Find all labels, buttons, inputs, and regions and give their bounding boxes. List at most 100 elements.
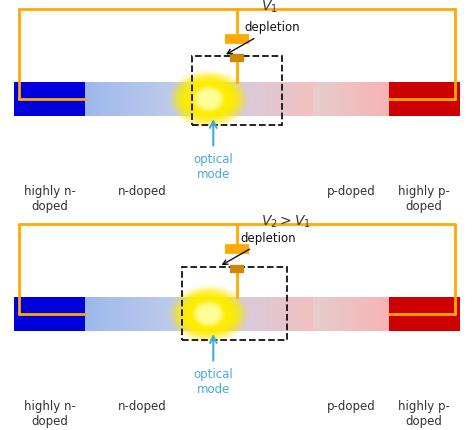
Bar [191, 297, 193, 331]
Bar [212, 297, 213, 331]
Bar [352, 297, 353, 331]
Bar [188, 297, 190, 331]
Bar [190, 82, 191, 116]
Ellipse shape [206, 311, 211, 316]
Bar [89, 82, 91, 116]
Bar [299, 82, 300, 116]
Bar [345, 297, 346, 331]
Bar [255, 82, 256, 116]
Bar [85, 297, 87, 331]
Bar [273, 82, 274, 116]
Text: highly p-
doped: highly p- doped [398, 185, 450, 213]
Bar [142, 82, 144, 116]
Bar [315, 82, 317, 116]
Bar [333, 82, 334, 116]
Ellipse shape [172, 287, 246, 341]
Bar [272, 297, 273, 331]
Ellipse shape [173, 289, 244, 339]
Bar [242, 297, 243, 331]
Bar [242, 82, 243, 116]
Bar [353, 82, 355, 116]
Bar [97, 82, 99, 116]
Bar [324, 82, 326, 116]
Bar [104, 82, 106, 116]
Ellipse shape [179, 77, 238, 120]
Ellipse shape [205, 95, 212, 102]
Bar [319, 82, 320, 116]
Ellipse shape [207, 312, 210, 316]
Bar [381, 297, 383, 331]
Ellipse shape [196, 303, 221, 325]
Bar [337, 297, 338, 331]
Bar [110, 297, 112, 331]
Bar [362, 297, 364, 331]
Ellipse shape [197, 89, 220, 109]
Bar [358, 297, 360, 331]
Bar [100, 297, 102, 331]
Bar [364, 82, 365, 116]
Bar [229, 82, 230, 116]
Ellipse shape [178, 77, 239, 121]
Bar [341, 82, 342, 116]
Bar [303, 82, 304, 116]
Bar [195, 82, 197, 116]
Bar [386, 82, 387, 116]
Text: n-doped: n-doped [118, 185, 166, 198]
Text: depletion: depletion [227, 22, 301, 54]
Bar [389, 82, 460, 116]
Ellipse shape [200, 92, 217, 105]
Bar [368, 297, 370, 331]
Bar [272, 82, 273, 116]
Bar [301, 297, 303, 331]
Ellipse shape [199, 92, 219, 106]
Bar [247, 297, 249, 331]
Bar [333, 297, 334, 331]
Ellipse shape [203, 310, 214, 318]
Ellipse shape [179, 292, 238, 335]
Bar [264, 82, 266, 116]
Bar [178, 297, 180, 331]
Ellipse shape [206, 97, 211, 101]
Bar [357, 82, 358, 116]
Bar [148, 297, 150, 331]
Ellipse shape [200, 307, 218, 321]
Bar [240, 82, 242, 116]
Bar [276, 297, 277, 331]
Bar [205, 82, 206, 116]
Bar [341, 297, 342, 331]
Ellipse shape [181, 294, 236, 334]
Bar [375, 82, 376, 116]
Bar [339, 82, 341, 116]
Bar [284, 297, 286, 331]
Bar [389, 297, 460, 331]
Ellipse shape [176, 290, 241, 338]
Bar [140, 82, 142, 116]
Bar [213, 82, 215, 116]
Bar [137, 297, 138, 331]
Bar [190, 297, 191, 331]
Bar [118, 82, 119, 116]
Bar [216, 297, 218, 331]
Bar [256, 297, 257, 331]
Ellipse shape [187, 83, 230, 115]
Bar [201, 297, 202, 331]
Bar [386, 297, 387, 331]
Bar [121, 297, 123, 331]
Bar [100, 82, 102, 116]
Bar [347, 297, 348, 331]
Bar [259, 82, 260, 116]
Bar [293, 82, 294, 116]
Bar [294, 297, 296, 331]
Bar [307, 82, 309, 116]
Bar [144, 297, 146, 331]
Bar [99, 297, 100, 331]
Bar [119, 297, 121, 331]
Bar [306, 297, 307, 331]
Bar [222, 297, 223, 331]
Bar [289, 82, 290, 116]
Bar [343, 297, 345, 331]
Bar [284, 82, 286, 116]
Ellipse shape [173, 288, 245, 340]
Bar [253, 297, 255, 331]
Bar [318, 82, 319, 116]
